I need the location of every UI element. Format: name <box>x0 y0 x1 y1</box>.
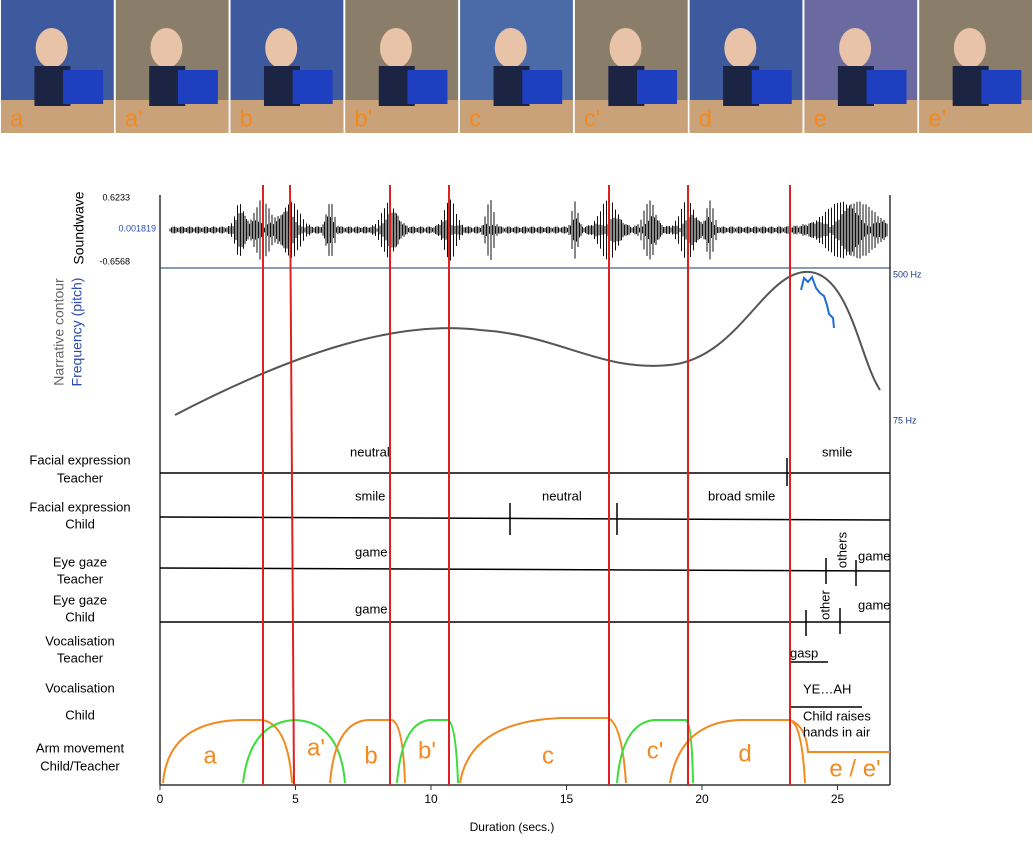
annotation: b' <box>418 737 436 764</box>
row-label: Vocalisation <box>45 633 114 648</box>
frame-person <box>839 28 871 68</box>
pitch-bottom: 75 Hz <box>893 415 917 425</box>
x-tick-label: 15 <box>560 792 574 806</box>
pitch-title: Narrative contour <box>51 278 67 386</box>
frame-game <box>407 70 447 104</box>
annotation: a <box>203 742 217 769</box>
annotation: d <box>738 740 751 767</box>
annotation: game <box>858 548 891 563</box>
frame-person <box>495 28 527 68</box>
frame-label: d <box>699 105 712 132</box>
row-label: Eye gaze <box>53 554 107 569</box>
pitch-top: 500 Hz <box>893 269 922 279</box>
wave-title: Soundwave <box>71 191 87 264</box>
wave-min: -0.6568 <box>99 256 130 266</box>
annotation: game <box>355 601 388 616</box>
frame-game <box>752 70 792 104</box>
row-label: Child <box>65 609 95 624</box>
frame-person <box>380 28 412 68</box>
x-axis-title: Duration (secs.) <box>470 820 555 834</box>
frame-label: b <box>240 105 253 132</box>
arm-arcs <box>163 718 890 783</box>
annotation: YE…AH <box>803 681 851 696</box>
annotation: a' <box>307 734 325 761</box>
waveform <box>170 199 887 261</box>
frame-game <box>63 70 103 104</box>
frame-game <box>867 70 907 104</box>
row-label: Teacher <box>57 470 104 485</box>
x-axis-ticks: 0 5 10 15 20 25 <box>157 785 845 806</box>
x-tick-label: 20 <box>695 792 709 806</box>
annotation: other <box>817 590 832 620</box>
x-tick-label: 5 <box>292 792 299 806</box>
frame-game <box>178 70 218 104</box>
annotation: smile <box>355 488 385 503</box>
rows: Facial expression Teacher neutral smile Faci… <box>29 444 890 782</box>
annotation: smile <box>822 444 852 459</box>
annotation: e / e' <box>829 755 880 782</box>
annotation: hands in air <box>803 724 871 739</box>
row-label: Child <box>65 707 95 722</box>
annotation: game <box>858 597 891 612</box>
annotation: game <box>355 544 388 559</box>
row-lines <box>160 458 890 707</box>
pitch-trace <box>801 277 834 328</box>
row-label: Vocalisation <box>45 680 114 695</box>
soundwave <box>170 199 887 261</box>
annotation: b <box>364 742 377 769</box>
annotation: Child raises <box>803 708 871 723</box>
wave-max: 0.6233 <box>102 192 130 202</box>
frame-person <box>724 28 756 68</box>
annotation: neutral <box>350 444 390 459</box>
row-label: Teacher <box>57 571 104 586</box>
frame-person <box>150 28 182 68</box>
frame-label: c <box>469 105 481 132</box>
segment-boundaries <box>263 185 790 785</box>
x-tick-label: 10 <box>424 792 438 806</box>
annotation: c' <box>647 737 664 764</box>
x-tick-label: 0 <box>157 792 164 806</box>
x-tick-label: 25 <box>831 792 845 806</box>
row-label: Facial expression <box>29 452 130 467</box>
frame-person <box>36 28 68 68</box>
frame-label: b' <box>354 105 372 132</box>
frame-label: e <box>813 105 826 132</box>
row-label: Eye gaze <box>53 592 107 607</box>
annotation: broad smile <box>708 488 775 503</box>
frame-game <box>293 70 333 104</box>
frame-person <box>265 28 297 68</box>
video-frames: a a' b b' c c' d e e' <box>1 0 1032 133</box>
row-label: Arm movement <box>36 740 125 755</box>
annotation: neutral <box>542 488 582 503</box>
frame-person <box>954 28 986 68</box>
figure: a a' b b' c c' d e e' 0.6233 0.001819 -0.6568 So… <box>0 0 1033 838</box>
row-label: Child/Teacher <box>40 758 120 773</box>
pitch-subtitle: Frequency (pitch) <box>69 278 85 387</box>
frame-label: c' <box>584 105 601 132</box>
frame-label: e' <box>928 105 946 132</box>
frame-game <box>637 70 677 104</box>
narrative-contour <box>175 272 880 415</box>
annotation: c <box>542 742 554 769</box>
row-label: Child <box>65 516 95 531</box>
frame-person <box>610 28 642 68</box>
frame-game <box>522 70 562 104</box>
row-label: Facial expression <box>29 499 130 514</box>
annotation: gasp <box>790 645 818 660</box>
frame-label: a' <box>125 105 143 132</box>
frame-game <box>981 70 1021 104</box>
frame-label: a <box>10 105 24 132</box>
row-label: Teacher <box>57 650 104 665</box>
wave-mid: 0.001819 <box>118 223 156 233</box>
annotation: others <box>834 531 849 568</box>
